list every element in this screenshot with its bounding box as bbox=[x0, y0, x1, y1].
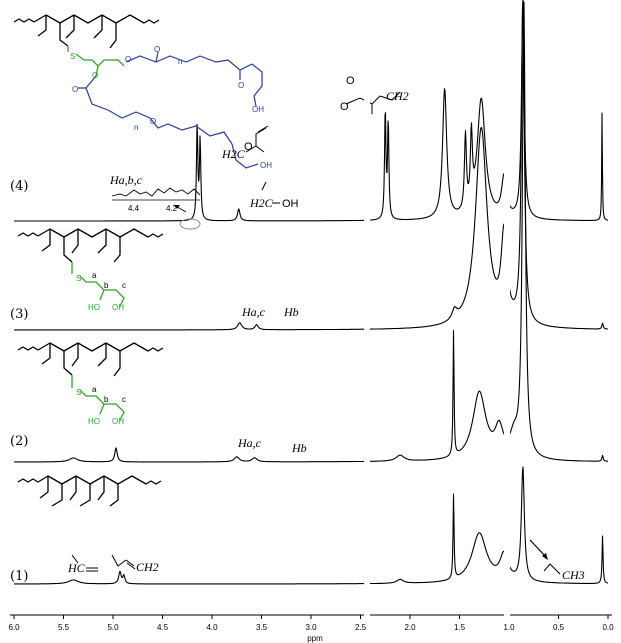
ann-4-oh: OH bbox=[282, 198, 299, 210]
spectrum-label-1: (1) bbox=[10, 569, 28, 584]
spectrum-label-3: (3) bbox=[10, 307, 28, 322]
ann-2-hac: Ha,c bbox=[237, 436, 262, 450]
axis-break-1 bbox=[364, 80, 370, 620]
ann-3-hb: Hb bbox=[283, 305, 299, 319]
x-tick-label-3: 4.5 bbox=[157, 623, 169, 632]
annotations-1: HC CH2 CH3 bbox=[67, 539, 585, 582]
terminal-oh-label-2: OH bbox=[260, 161, 272, 170]
x-tick-label-8: 2.0 bbox=[404, 623, 416, 632]
x-tick-label-0: 6.0 bbox=[8, 623, 20, 632]
structure-3: S a b c HO OH bbox=[17, 228, 164, 312]
sulfur-label-3: S bbox=[76, 274, 81, 283]
spectrum-label-2: (2) bbox=[10, 434, 28, 449]
ann-4-o-2: O bbox=[340, 101, 349, 113]
hydroxyl-label-2a: HO bbox=[88, 417, 100, 426]
hydroxyl-label-2b: OH bbox=[112, 417, 124, 426]
structure-2: S a b c HO OH bbox=[17, 342, 164, 426]
h-label-c-3: c bbox=[122, 281, 126, 290]
x-tick-label-4: 4.0 bbox=[206, 623, 218, 632]
x-tick-label-10: 1.0 bbox=[503, 623, 515, 632]
h-label-b-2: b bbox=[104, 395, 109, 404]
spectrum-label-4: (4) bbox=[10, 179, 28, 194]
x-tick-label-6: 3.0 bbox=[305, 623, 317, 632]
carbonyl-o-label-2: O bbox=[150, 117, 156, 126]
hydroxyl-label-3b: OH bbox=[112, 303, 124, 312]
ann-4-o-3: O bbox=[346, 75, 355, 87]
x-tick-label-12: 0.0 bbox=[602, 623, 614, 632]
h-label-b-3: b bbox=[104, 281, 109, 290]
repeat-n-label-2: n bbox=[134, 123, 138, 132]
ann-1-ch2: CH2 bbox=[136, 560, 159, 574]
ann-1-hc: HC bbox=[67, 561, 86, 575]
structure-1 bbox=[17, 475, 162, 507]
ann-1-ch3: CH3 bbox=[562, 568, 585, 582]
ester-o-label-1: O bbox=[125, 55, 131, 64]
ann-3-hac: Ha,c bbox=[241, 305, 266, 319]
x-axis-tick-labels: 6.0 5.5 5.0 4.5 4.0 3.5 3.0 2.5 2.0 1.5 1.0 0.5 0.0 bbox=[8, 623, 614, 632]
h-label-a-3: a bbox=[92, 271, 97, 280]
ann-2-hb: Hb bbox=[291, 441, 307, 455]
x-tick-label-7: 2.5 bbox=[355, 623, 367, 632]
h-label-c-2: c bbox=[122, 395, 126, 404]
ann-4-habc: Ha,b,c bbox=[109, 173, 143, 187]
inset-trace bbox=[111, 187, 201, 197]
x-tick-label-2: 5.0 bbox=[107, 623, 119, 632]
ann-4-ch2: CH2 bbox=[386, 89, 409, 103]
spectrum-2 bbox=[13, 1, 609, 463]
x-tick-label-11: 0.5 bbox=[553, 623, 565, 632]
ester-o-label-3: O bbox=[72, 85, 78, 94]
x-axis-ticks bbox=[13, 615, 609, 619]
ester-o-label-4: O bbox=[238, 81, 244, 90]
inset-tick-2: 4.2 bbox=[166, 204, 178, 213]
x-tick-label-9: 1.5 bbox=[454, 623, 466, 632]
ann-4-h2c-2: H2C bbox=[249, 196, 274, 210]
ester-o-label-2: O bbox=[92, 71, 98, 80]
spectrum-4 bbox=[13, 0, 609, 222]
axis-break-2 bbox=[504, 80, 510, 620]
sulfur-label-4: S bbox=[70, 52, 75, 61]
ann-4-o-1: O bbox=[244, 141, 253, 153]
structure-4: S O O O O O O n n OH OH bbox=[13, 14, 272, 170]
ann-4-h2c-1: H2C bbox=[221, 147, 246, 161]
hydroxyl-label-3a: HO bbox=[88, 303, 100, 312]
h-label-a-2: a bbox=[92, 385, 97, 394]
annotations-4: Ha,b,c 4.4 4.2 H2C O H2C OH O O CH2 bbox=[109, 75, 409, 230]
repeat-n-label-1: n bbox=[178, 57, 182, 66]
spectrum-1 bbox=[13, 466, 609, 585]
x-tick-label-5: 3.5 bbox=[256, 623, 268, 632]
sulfur-label-2: S bbox=[76, 388, 81, 397]
inset-tick-1: 4.4 bbox=[128, 204, 140, 213]
x-axis-label: ppm bbox=[307, 634, 323, 643]
carbonyl-o-label-1: O bbox=[154, 45, 160, 54]
x-tick-label-1: 5.5 bbox=[58, 623, 70, 632]
terminal-oh-label-1: OH bbox=[252, 105, 264, 114]
